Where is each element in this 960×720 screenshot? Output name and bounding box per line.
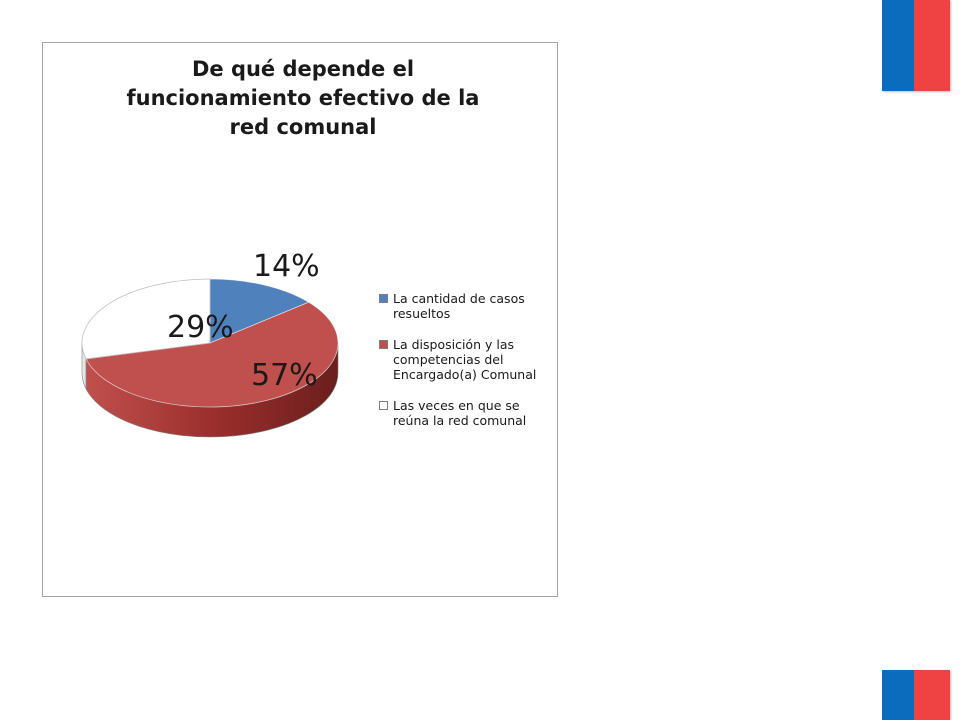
flag-red-band <box>914 0 950 91</box>
pie-slice <box>81 278 211 360</box>
flag-red-band <box>914 670 950 720</box>
legend-label: La disposición y las <box>393 337 514 352</box>
legend-item: Las veces en que se reúna la red comunal <box>379 398 559 428</box>
legend-label: Encargado(a) Comunal <box>393 367 537 382</box>
chart-legend: La cantidad de casos resueltos La disposic… <box>379 291 559 444</box>
legend-item: La disposición y las competencias del Enca… <box>379 337 559 382</box>
flag-decoration-top <box>882 0 950 91</box>
data-label: 14% <box>253 249 320 284</box>
pie-slice <box>85 301 339 408</box>
data-label: 29% <box>167 310 234 345</box>
data-label: 57% <box>251 358 318 393</box>
flag-decoration-bottom <box>882 670 950 720</box>
legend-label: La cantidad de casos <box>393 291 525 306</box>
chart-title-line: De qué depende el <box>191 57 415 81</box>
pie-slice <box>209 278 310 344</box>
legend-item: La cantidad de casos resueltos <box>379 291 559 321</box>
chart-frame: De qué depende el funcionamiento efectiv… <box>42 42 558 597</box>
flag-blue-band <box>882 0 914 91</box>
pie-chart: 14% 57% 29% <box>81 249 339 438</box>
chart-title-line: red comunal <box>229 115 377 139</box>
flag-blue-band <box>882 670 914 720</box>
legend-swatch <box>379 401 388 410</box>
legend-label: competencias del <box>393 352 504 367</box>
legend-label: Las veces en que se <box>393 398 520 413</box>
legend-label: resueltos <box>393 306 451 321</box>
chart-title: De qué depende el funcionamiento efectiv… <box>83 55 523 142</box>
chart-title-line: funcionamiento efectivo de la <box>126 86 480 110</box>
legend-swatch <box>379 340 388 349</box>
legend-swatch <box>379 294 388 303</box>
legend-label: reúna la red comunal <box>393 413 527 428</box>
